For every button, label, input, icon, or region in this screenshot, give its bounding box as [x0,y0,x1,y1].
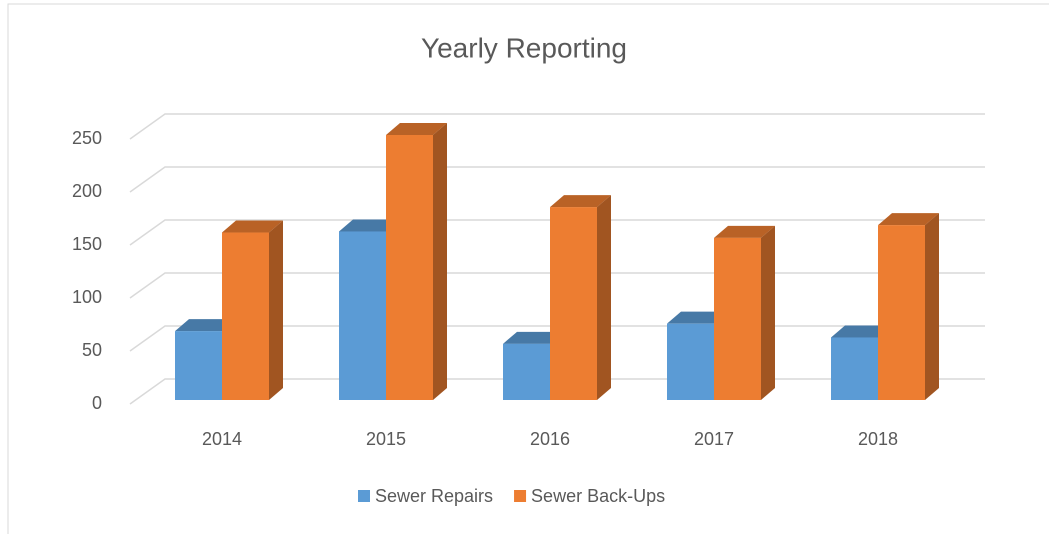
bar [386,135,433,400]
grid-line [129,219,985,246]
grid-line [129,166,985,193]
bar-side [597,195,611,400]
grid-line [129,272,985,299]
chart-frame [7,3,1049,534]
bar [667,323,714,400]
bar [175,331,222,400]
bar-top [386,123,447,135]
bar [878,225,925,400]
bar-side [761,225,775,400]
y-tick-label: 200 [72,181,102,201]
bar-top [714,225,775,238]
bar-top [175,319,236,332]
bar [831,337,878,400]
bar-top [503,331,564,344]
bar [714,237,761,400]
bar [503,343,550,400]
bar [339,231,386,400]
y-tick-label: 50 [82,340,102,360]
bar-side [925,213,939,400]
y-tick-label: 0 [92,393,102,413]
bar-top [667,311,728,324]
bar-top [831,325,892,338]
grid-line [129,113,985,140]
y-tick-label: 100 [72,287,102,307]
legend-label: Sewer Back-Ups [531,486,665,506]
x-tick-label: 2014 [202,429,242,449]
x-tick-label: 2018 [858,429,898,449]
x-tick-label: 2016 [530,429,570,449]
bar-side [269,220,283,400]
bar-top [222,220,283,233]
legend-swatch [514,490,527,502]
chart-title: Yearly Reporting [421,32,627,63]
y-tick-label: 150 [72,234,102,254]
bar [550,207,597,400]
x-tick-label: 2017 [694,429,734,449]
bar [222,232,269,400]
legend-swatch [358,490,370,502]
bar-top [550,195,611,208]
bar-top [878,213,939,226]
bar-side [433,123,447,400]
x-tick-label: 2015 [366,429,406,449]
legend-label: Sewer Repairs [375,486,493,506]
y-tick-label: 250 [72,128,102,148]
bar-top [339,219,400,232]
